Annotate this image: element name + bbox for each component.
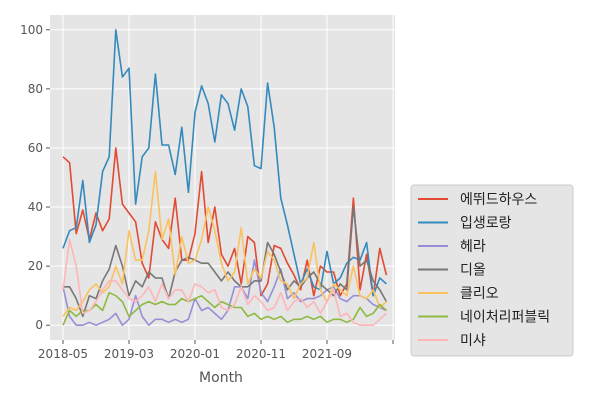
legend-label: 에뛰드하우스: [460, 192, 537, 208]
y-tick-label: 40: [28, 200, 43, 214]
y-tick-label: 100: [20, 23, 43, 37]
legend-label: 헤라: [460, 239, 486, 255]
x-axis-title: Month: [199, 370, 243, 386]
legend-label: 클리오: [460, 286, 499, 302]
series-line: [62, 28, 387, 297]
legend-frame: [410, 184, 574, 357]
y-tick-label: 60: [28, 141, 43, 155]
series-line: [63, 206, 388, 318]
x-tick-label: 2020-11: [236, 347, 286, 361]
y-tick-label: 0: [35, 318, 43, 332]
legend-label: 네이처리퍼블릭: [460, 310, 550, 326]
series-lines: [62, 28, 388, 327]
legend-label: 입생로랑: [460, 216, 512, 232]
legend-label: 디올: [460, 263, 486, 279]
y-tick-label: 20: [28, 259, 43, 273]
series-line: [62, 238, 387, 327]
series-line: [62, 291, 387, 326]
series-line: [62, 147, 388, 297]
legend-label: 미샤: [460, 333, 486, 349]
axis-ticks: 0 20 40 60 80 100 2018-05 2019-03 2020-01 2020-11…: [20, 23, 394, 361]
series-line: [62, 170, 387, 317]
x-tick-label: 2019-03: [104, 347, 154, 361]
y-tick-label: 80: [28, 82, 43, 96]
x-tick-label: 2020-01: [170, 347, 220, 361]
x-tick-label: 2021-09: [302, 347, 352, 361]
x-tick-label: 2018-05: [38, 347, 88, 361]
